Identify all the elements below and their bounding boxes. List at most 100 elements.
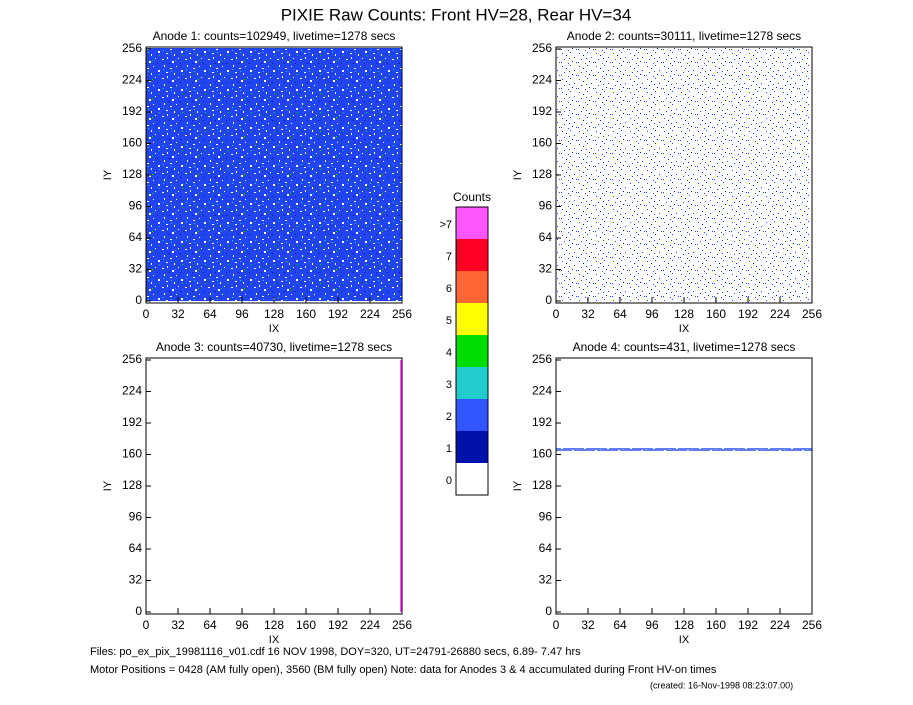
y-tick-label: 160 — [532, 447, 552, 461]
y-tick-label: 32 — [129, 262, 143, 276]
x-tick-label: 0 — [143, 618, 150, 632]
plot-frame — [145, 357, 403, 615]
y-tick-label: 128 — [532, 167, 552, 181]
y-tick-label: 64 — [539, 230, 553, 244]
y-tick-label: 96 — [539, 510, 553, 524]
colorbar-swatch — [456, 271, 488, 303]
count-image — [556, 448, 812, 451]
x-tick-label: 256 — [392, 618, 412, 632]
x-tick-label: 0 — [553, 618, 560, 632]
x-tick-label: 64 — [203, 618, 217, 632]
colorbar-label: 5 — [446, 315, 452, 327]
colorbar: Counts >7 7 6 5 4 3 2 1 0 — [439, 190, 491, 496]
y-axis-label: IY — [512, 480, 524, 491]
x-tick-label: 32 — [581, 618, 595, 632]
colorbar-swatch — [456, 335, 488, 367]
colorbar-label: 4 — [446, 347, 452, 359]
y-tick-label: 192 — [122, 415, 142, 429]
y-tick-label: 96 — [539, 199, 553, 213]
x-tick-label: 192 — [738, 307, 758, 321]
panel: Anode 4: counts=431, livetime=1278 secs I… — [512, 340, 822, 646]
x-tick-label: 224 — [360, 307, 380, 321]
y-tick-label: 64 — [129, 541, 143, 555]
x-tick-label: 192 — [328, 307, 348, 321]
x-tick-label: 160 — [296, 618, 316, 632]
x-tick-label: 0 — [143, 307, 150, 321]
y-axis-label: IY — [102, 169, 114, 180]
y-tick-label: 0 — [135, 604, 142, 618]
x-tick-label: 32 — [171, 618, 185, 632]
y-tick-label: 128 — [122, 478, 142, 492]
y-tick-label: 32 — [539, 262, 553, 276]
panel-title: Anode 3: counts=40730, livetime=1278 sec… — [156, 340, 392, 354]
count-image — [556, 48, 809, 301]
x-tick-label: 128 — [264, 618, 284, 632]
y-tick-label: 0 — [545, 293, 552, 307]
y-tick-label: 96 — [129, 199, 143, 213]
colorbar-label: 2 — [446, 411, 452, 423]
x-tick-label: 256 — [392, 307, 412, 321]
y-tick-label: 0 — [135, 293, 142, 307]
colorbar-label: >7 — [439, 219, 452, 231]
y-tick-label: 224 — [532, 384, 552, 398]
plot-frame — [555, 357, 813, 615]
x-tick-label: 64 — [203, 307, 217, 321]
page-title: PIXIE Raw Counts: Front HV=28, Rear HV=3… — [281, 5, 632, 24]
y-axis-label: IY — [102, 480, 114, 491]
x-tick-label: 96 — [645, 307, 659, 321]
colorbar-swatch — [456, 207, 488, 239]
y-tick-label: 192 — [532, 104, 552, 118]
x-tick-label: 160 — [706, 307, 726, 321]
panel-title: Anode 1: counts=102949, livetime=1278 se… — [153, 29, 396, 43]
panel: Anode 3: counts=40730, livetime=1278 sec… — [102, 340, 412, 646]
y-tick-label: 96 — [129, 510, 143, 524]
y-tick-label: 224 — [532, 73, 552, 87]
x-tick-label: 192 — [328, 618, 348, 632]
panel: Anode 2: counts=30111, livetime=1278 sec… — [512, 29, 822, 335]
x-tick-label: 256 — [802, 307, 822, 321]
colorbar-swatch — [456, 239, 488, 271]
x-tick-label: 0 — [553, 307, 560, 321]
footer-created: (created: 16-Nov-1998 08:23:07.00) — [650, 680, 793, 690]
x-axis-label: IX — [679, 634, 690, 646]
count-image — [400, 360, 402, 612]
colorbar-label: 0 — [446, 475, 452, 487]
x-tick-label: 96 — [235, 618, 249, 632]
x-tick-label: 64 — [613, 307, 627, 321]
colorbar-swatch — [456, 303, 488, 335]
y-tick-label: 256 — [532, 352, 552, 366]
x-tick-label: 224 — [770, 307, 790, 321]
panel-title: Anode 2: counts=30111, livetime=1278 sec… — [567, 29, 801, 43]
y-tick-label: 128 — [532, 478, 552, 492]
x-tick-label: 160 — [706, 618, 726, 632]
x-tick-label: 96 — [235, 307, 249, 321]
panel-title: Anode 4: counts=431, livetime=1278 secs — [573, 340, 796, 354]
x-axis-label: IX — [679, 323, 690, 335]
x-tick-label: 128 — [674, 307, 694, 321]
x-tick-label: 160 — [296, 307, 316, 321]
y-tick-label: 64 — [539, 541, 553, 555]
y-tick-label: 160 — [122, 447, 142, 461]
x-tick-label: 96 — [645, 618, 659, 632]
colorbar-label: 1 — [446, 443, 452, 455]
y-tick-label: 192 — [532, 415, 552, 429]
y-tick-label: 224 — [122, 384, 142, 398]
y-tick-label: 64 — [129, 230, 143, 244]
x-tick-label: 224 — [360, 618, 380, 632]
x-axis-label: IX — [269, 634, 280, 646]
x-tick-label: 224 — [770, 618, 790, 632]
x-tick-label: 128 — [264, 307, 284, 321]
colorbar-label: 6 — [446, 283, 452, 295]
y-tick-label: 256 — [122, 352, 142, 366]
x-tick-label: 32 — [171, 307, 185, 321]
x-tick-label: 64 — [613, 618, 627, 632]
colorbar-swatch — [456, 399, 488, 431]
y-tick-label: 256 — [122, 41, 142, 55]
y-tick-label: 32 — [129, 573, 143, 587]
footer-motor: Motor Positions = 0428 (AM fully open), … — [90, 664, 717, 676]
x-axis-label: IX — [269, 323, 280, 335]
y-tick-label: 256 — [532, 41, 552, 55]
colorbar-label: 3 — [446, 379, 452, 391]
colorbar-swatch — [456, 463, 488, 495]
